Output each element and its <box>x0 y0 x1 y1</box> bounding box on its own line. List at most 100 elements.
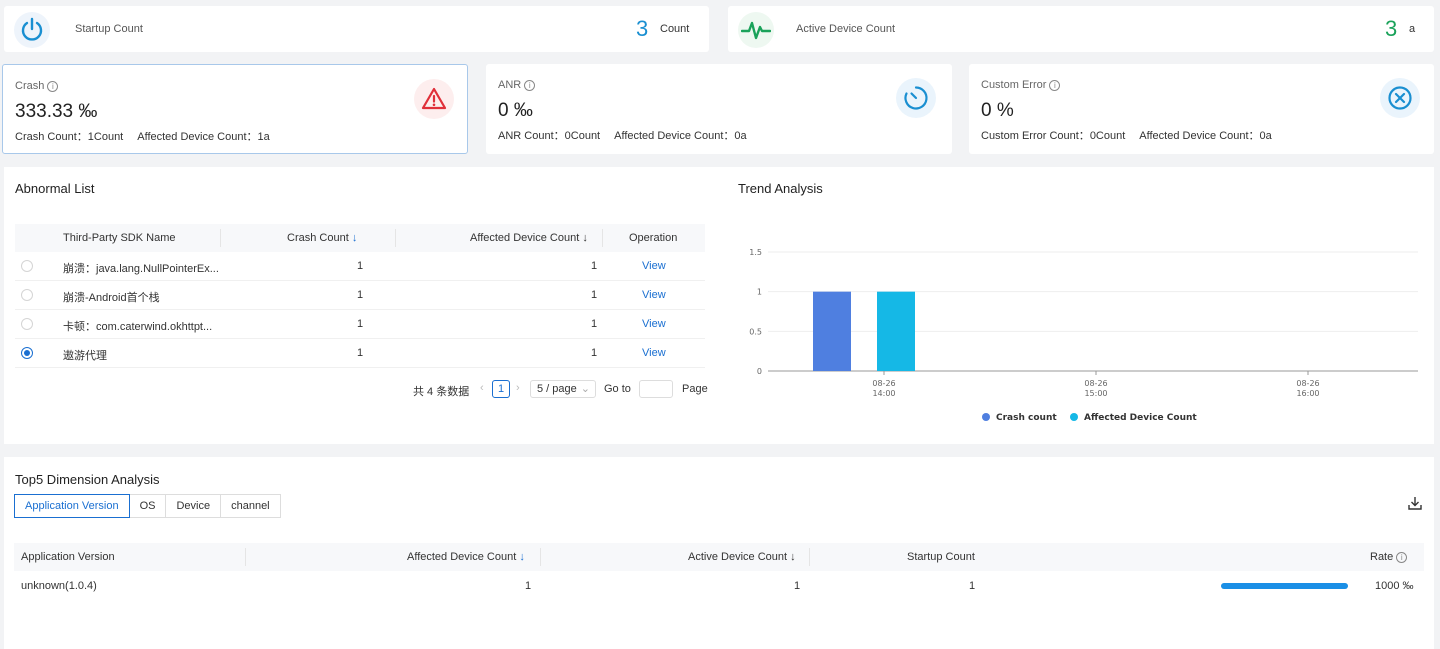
active-device-count: 1 <box>794 580 801 592</box>
row-radio[interactable] <box>21 318 33 330</box>
custom-error-affected-value: 0a <box>1259 130 1272 142</box>
pager-current-page[interactable]: 1 <box>492 380 510 398</box>
pager-next-icon[interactable]: › <box>516 382 520 394</box>
power-icon <box>14 12 50 48</box>
active-device-unit: a <box>1409 23 1416 35</box>
view-link[interactable]: View <box>642 289 666 301</box>
abnormal-list-title: Abnormal List <box>15 181 95 196</box>
col-active-device-count[interactable]: Active Device Count ↓ <box>688 551 796 563</box>
col-application-version: Application Version <box>21 551 115 563</box>
crash-count: 1 <box>357 289 364 301</box>
view-link[interactable]: View <box>642 318 666 330</box>
info-icon[interactable]: i <box>47 80 59 92</box>
table-row[interactable]: unknown(1.0.4) 1 1 1 1000 ‰ <box>14 571 1424 601</box>
crash-metric-card[interactable]: Crash i 333.33 ‰ Crash Count：1Count Affect… <box>2 64 468 154</box>
crash-count-value: 1Count <box>87 131 124 143</box>
sort-down-icon[interactable]: ↓ <box>582 232 588 244</box>
sdk-name: 遨游代理 <box>63 350 107 362</box>
close-circle-icon <box>1380 78 1420 118</box>
goto-page-input[interactable] <box>639 380 673 398</box>
affected-device-count: 1 <box>591 347 598 359</box>
row-radio[interactable] <box>21 289 33 301</box>
col-sdk-name: Third-Party SDK Name <box>63 232 176 244</box>
pager-prev-icon[interactable]: ‹ <box>480 382 484 394</box>
pager-total: 共 4 条数据 <box>413 386 470 398</box>
sdk-name: 崩溃-Android首个栈 <box>63 292 160 304</box>
goto-label: Go to <box>604 383 631 395</box>
y-tick-label: 1.5 <box>749 248 762 257</box>
sdk-name: 崩溃：java.lang.NullPointerEx... <box>63 263 219 275</box>
affected-device-count: 1 <box>591 289 598 301</box>
x-tick-label: 08-26 <box>872 379 895 388</box>
active-device-card: Active Device Count 3 a <box>728 6 1434 52</box>
row-radio[interactable] <box>21 260 33 272</box>
legend-marker <box>1070 413 1078 421</box>
anr-title: ANR <box>498 79 522 91</box>
row-radio-selected[interactable] <box>21 347 33 359</box>
active-device-value: 3 <box>1385 16 1398 41</box>
rate-progress-bar <box>1221 583 1348 589</box>
tab-device[interactable]: Device <box>165 494 222 518</box>
custom-error-metric-card[interactable]: Custom Error i 0 % Custom Error Count：0Co… <box>969 64 1434 154</box>
affected-device-count: 1 <box>525 580 532 592</box>
col-crash-count[interactable]: Crash Count ↓ <box>287 232 358 244</box>
info-icon[interactable]: i <box>524 79 536 91</box>
table-row[interactable]: 崩溃：java.lang.NullPointerEx... 1 1 View <box>15 252 705 281</box>
custom-error-title: Custom Error <box>981 79 1047 91</box>
top5-dimension-panel: Top5 Dimension Analysis Application Vers… <box>4 457 1434 649</box>
view-link[interactable]: View <box>642 260 666 272</box>
anr-affected-value: 0a <box>734 130 747 142</box>
anr-affected-label: Affected Device Count： <box>614 130 735 142</box>
anr-count-label: ANR Count： <box>498 130 565 142</box>
page-label: Page <box>682 383 708 395</box>
x-tick-label: 08-26 <box>1084 379 1107 388</box>
col-affected-device-count[interactable]: Affected Device Count ↓ <box>407 551 525 563</box>
sort-down-icon[interactable]: ↓ <box>351 232 358 244</box>
table-row[interactable]: 遨游代理 1 1 View <box>15 339 705 368</box>
anr-count-value: 0Count <box>564 130 601 142</box>
crash-count: 1 <box>357 318 364 330</box>
abnormal-trend-panel: Abnormal List Third-Party SDK Name Crash… <box>4 167 1434 444</box>
view-link[interactable]: View <box>642 347 666 359</box>
bar <box>813 291 851 371</box>
crash-count: 1 <box>357 347 364 359</box>
startup-count-label: Startup Count <box>75 23 143 35</box>
y-tick-label: 1 <box>757 288 762 297</box>
top5-title: Top5 Dimension Analysis <box>15 472 160 487</box>
crash-title: Crash <box>15 80 45 92</box>
table-row[interactable]: 崩溃-Android首个栈 1 1 View <box>15 281 705 310</box>
crash-affected-label: Affected Device Count： <box>137 131 258 143</box>
anr-rate-value: 0 ‰ <box>498 100 533 121</box>
crash-rate-value: 333.33 ‰ <box>15 101 98 122</box>
sort-down-icon[interactable]: ↓ <box>790 551 796 563</box>
tab-os[interactable]: OS <box>128 494 167 518</box>
col-affected-device-count[interactable]: Affected Device Count ↓ <box>470 232 588 244</box>
tab-application-version[interactable]: Application Version <box>14 494 130 518</box>
pulse-icon <box>738 12 774 48</box>
affected-device-count: 1 <box>591 260 598 272</box>
download-icon[interactable] <box>1408 496 1424 512</box>
info-icon[interactable]: i <box>1396 552 1408 563</box>
col-startup-count: Startup Count <box>907 551 975 563</box>
affected-device-count: 1 <box>591 318 598 330</box>
top5-table-header: Application Version Affected Device Coun… <box>14 543 1424 571</box>
info-icon[interactable]: i <box>1049 79 1061 91</box>
crash-count-label: Crash Count： <box>15 131 88 143</box>
table-row[interactable]: 卡顿：com.caterwind.okhttpt... 1 1 View <box>15 310 705 339</box>
tab-channel[interactable]: channel <box>220 494 281 518</box>
crash-affected-value: 1a <box>257 131 270 143</box>
sdk-name: 卡顿：com.caterwind.okhttpt... <box>63 321 213 333</box>
bar <box>877 291 915 371</box>
sort-down-icon[interactable]: ↓ <box>519 551 525 563</box>
rate-progress-fill <box>1221 583 1348 589</box>
col-rate: Rate i <box>1370 551 1408 563</box>
active-device-label: Active Device Count <box>796 23 896 35</box>
anr-metric-card[interactable]: ANR i 0 ‰ ANR Count：0Count Affected Device… <box>486 64 952 154</box>
startup-count-card: Startup Count 3 Count <box>4 6 709 52</box>
x-tick-label: 15:00 <box>1084 389 1107 398</box>
timer-icon <box>896 78 936 118</box>
trend-analysis-title: Trend Analysis <box>738 181 823 196</box>
page-size-select[interactable]: 5 / page ⌄ <box>530 380 596 398</box>
col-operation: Operation <box>629 232 678 244</box>
custom-error-affected-label: Affected Device Count： <box>1139 130 1260 142</box>
